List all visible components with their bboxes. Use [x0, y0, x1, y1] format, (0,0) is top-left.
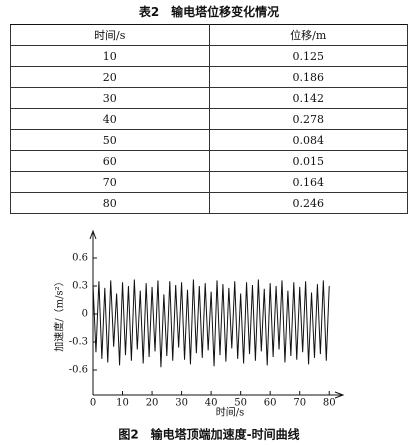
y-axis-label: 加速度/（m/s²） — [53, 276, 66, 351]
y-tick-label: 0.3 — [72, 281, 88, 292]
caption: 图2 输电塔顶端加速度-时间曲线 — [118, 427, 299, 442]
table-cell: 0.142 — [208, 87, 408, 109]
table-row: 80 0.246 — [10, 192, 408, 214]
table-cell: 0.246 — [208, 192, 408, 214]
table-cell: 0.186 — [208, 66, 408, 88]
header-row: 时间/s 位移/m — [10, 24, 408, 46]
x-tick-label: 0 — [90, 398, 96, 409]
y-tick-label: -0.6 — [69, 365, 88, 376]
series-line — [92, 279, 330, 368]
table-row: 40 0.278 — [10, 108, 408, 130]
x-tick-label: 60 — [264, 398, 277, 409]
y-arrow — [89, 229, 97, 240]
table-row: 60 0.015 — [10, 150, 408, 172]
x-tick-label: 40 — [205, 398, 218, 409]
x-tick-label: 70 — [293, 398, 306, 409]
x-tick-label: 20 — [146, 398, 159, 409]
x-tick-label: 80 — [323, 398, 336, 409]
y-tick-label: 0 — [82, 309, 88, 320]
table-title: 表2 输电塔位移变化情况 — [138, 5, 280, 19]
table-cell: 70 — [10, 171, 210, 193]
x-arrow — [334, 391, 345, 399]
x-tick-label: 50 — [234, 398, 247, 409]
x-tick-label: 10 — [116, 398, 129, 409]
y-tick-label: -0.3 — [69, 337, 88, 348]
table: 时间/s 位移/m 10 0.125 20 0.186 30 0.142 40 0.278 50… — [10, 24, 408, 214]
x-axis-label: 时间/s — [216, 406, 245, 419]
x-tick-label: 30 — [175, 398, 188, 409]
y-tick-label: 0.6 — [72, 253, 88, 264]
table-row: 20 0.186 — [10, 66, 408, 88]
